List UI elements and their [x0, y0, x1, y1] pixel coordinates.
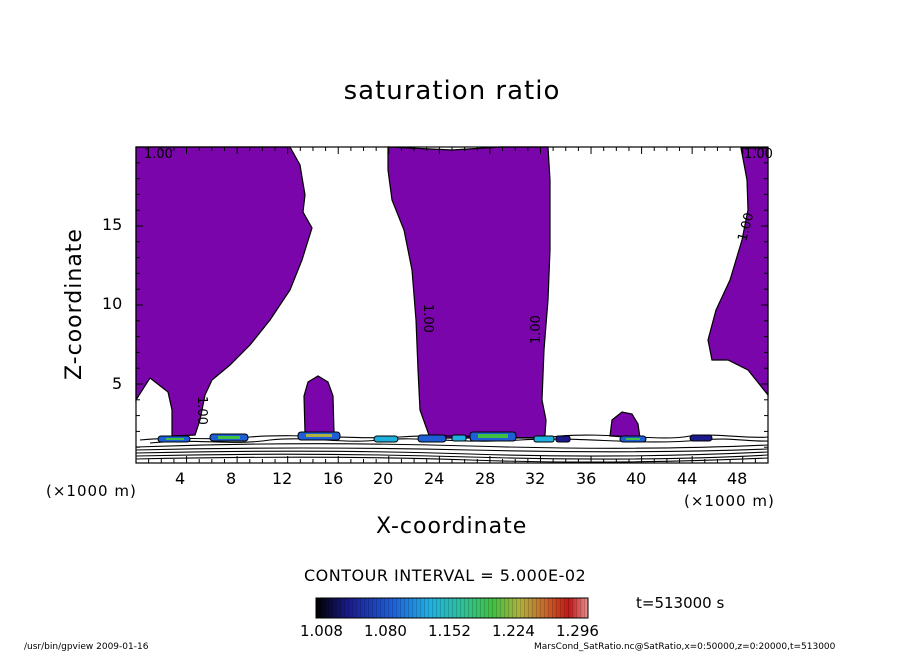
x-tick-label: 4 [175, 469, 186, 488]
colorbar-label: 1.008 [300, 622, 343, 640]
x-tick-label: 16 [323, 469, 344, 488]
colorbar-label: 1.296 [556, 622, 599, 640]
time-label: t=513000 s [636, 594, 725, 612]
colorbar-label: 1.224 [492, 622, 535, 640]
region-bump-39 [609, 411, 641, 439]
cell-45 [689, 434, 713, 442]
x-tick-label: 12 [272, 469, 293, 488]
x-tick-label: 36 [576, 469, 597, 488]
surface-cells [157, 431, 713, 443]
contour-label: 1.00 [194, 396, 209, 425]
contour-label: 1.00 [744, 147, 773, 162]
y-tick-label: 5 [112, 374, 123, 393]
region-right [707, 147, 769, 397]
cell-32 [533, 435, 555, 443]
axis-ticks [136, 147, 768, 463]
cell-20 [373, 435, 399, 443]
x-tick-label: 48 [727, 469, 748, 488]
footer-left: /usr/bin/gpview 2009-01-16 [24, 642, 149, 652]
contour-label: 1.00 [144, 147, 173, 162]
x-unit-right: (×1000 m) [684, 492, 775, 510]
x-tick-label: 20 [373, 469, 394, 488]
x-tick-label: 44 [677, 469, 698, 488]
contour-interval: CONTOUR INTERVAL = 5.000E-02 [304, 566, 587, 585]
x-axis-label: X-coordinate [376, 514, 528, 539]
y-tick-label: 10 [102, 294, 123, 313]
region-left [135, 146, 313, 437]
cell-24 [417, 434, 447, 443]
colorbar-label: 1.152 [428, 622, 471, 640]
contour-label-group: 1.00 1.00 1.00 1.00 1.00 1.00 [144, 147, 773, 425]
y-axis-label: Z-coordinate [62, 228, 87, 380]
contour-label: 1.00 [529, 315, 544, 344]
saturated-regions [135, 146, 769, 439]
x-unit-left: (×1000 m) [46, 482, 137, 500]
region-center [387, 146, 551, 439]
chart-title: saturation ratio [343, 76, 561, 106]
x-tick-label: 40 [626, 469, 647, 488]
colorbar-label: 1.080 [364, 622, 407, 640]
contour-label: 1.00 [420, 304, 435, 333]
contour-label: 1.00 [735, 211, 757, 243]
x-tick-label: 32 [525, 469, 546, 488]
x-tick-label: 24 [424, 469, 445, 488]
x-tick-label: 8 [226, 469, 237, 488]
y-tick-label: 15 [102, 215, 123, 234]
footer-right: MarsCond_SatRatio.nc@SatRatio,x=0:50000,… [534, 642, 836, 652]
x-tick-label: 28 [475, 469, 496, 488]
region-bump-14 [303, 375, 335, 434]
